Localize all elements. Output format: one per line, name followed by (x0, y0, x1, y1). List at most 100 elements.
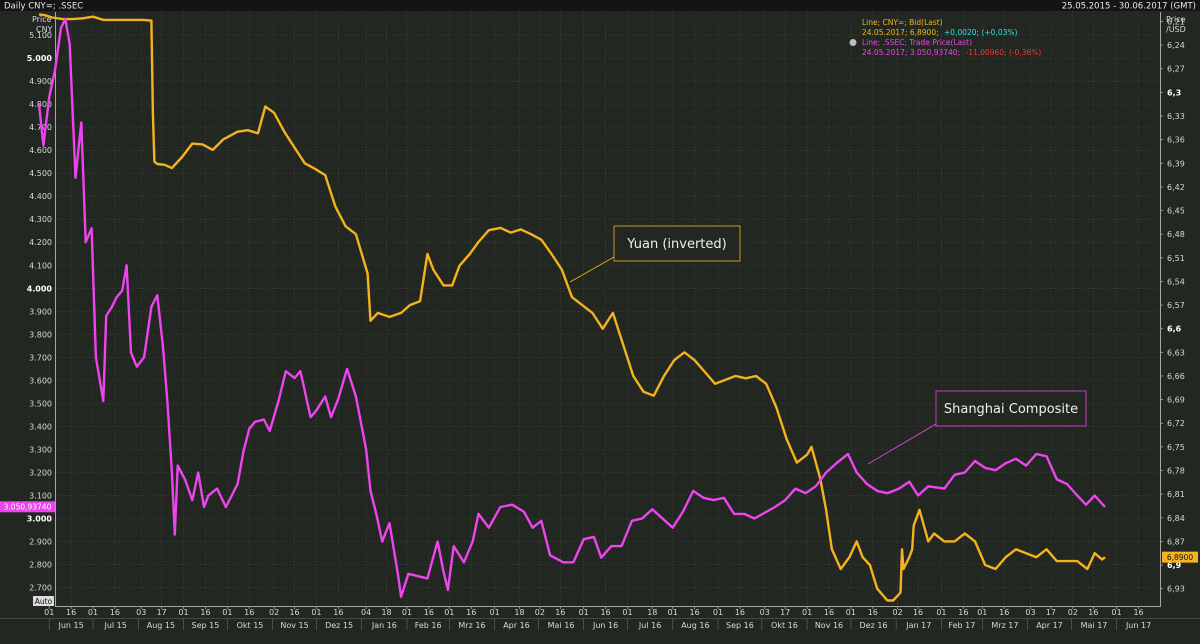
left-tick-label: 5.100 (29, 31, 52, 40)
left-tick-label: 4.400 (29, 192, 52, 201)
right-tick-label: 6,48 (1167, 230, 1185, 239)
month-label: Jul 15 (103, 621, 126, 630)
left-tick-label: 3.500 (29, 399, 52, 408)
legend-ssec-change: -11,00960; (-0,36%) (965, 48, 1041, 57)
left-tick-label: 3.300 (29, 445, 52, 454)
legend-cny-line2: 24.05.2017; 6,8900; +0,0020; (+0,03%) (862, 28, 1017, 37)
left-axis-label-price: Price (32, 15, 52, 24)
legend-ssec-line2: 24.05.2017; 3.050,93740; -11,00960; (-0,… (862, 48, 1041, 57)
month-label: Jan 16 (371, 621, 397, 630)
month-label: Feb 16 (415, 621, 442, 630)
x-tick-label: 02 (1068, 608, 1078, 617)
x-tick-label: 16 (824, 608, 834, 617)
grid (48, 12, 1160, 606)
month-label: Okt 16 (771, 621, 798, 630)
month-label: Apr 16 (503, 621, 530, 630)
month-label: Jun 16 (592, 621, 618, 630)
x-tick-label: 02 (535, 608, 545, 617)
month-label: Nov 15 (280, 621, 308, 630)
right-tick-label: 6,66 (1167, 372, 1185, 381)
month-label: Jun 15 (58, 621, 84, 630)
yuan-callout-box (613, 225, 741, 262)
month-label: Jul 16 (638, 621, 661, 630)
right-tick-label: 6,21 (1167, 17, 1185, 26)
right-last-value-box (1162, 551, 1198, 563)
x-tick-label: 01 (44, 608, 54, 617)
shanghai-callout-box (935, 390, 1087, 427)
x-tick-label: 01 (311, 608, 321, 617)
x-tick-label: 01 (402, 608, 412, 617)
x-tick-label: 01 (622, 608, 632, 617)
yuan-callout-label: Yuan (inverted) (626, 237, 726, 252)
series (37, 13, 1106, 602)
title-bar (0, 0, 1200, 11)
left-tick-label: 2.800 (29, 561, 52, 570)
x-tick-label: 01 (713, 608, 723, 617)
left-last-value-label: 3.050,93740 (4, 502, 52, 511)
right-tick-label: 6,33 (1167, 112, 1185, 121)
left-axis-label-cny: CNY (36, 25, 53, 34)
x-tick-label: 01 (668, 608, 678, 617)
left-tick-label: 3.400 (29, 422, 52, 431)
month-label: Dez 16 (860, 621, 888, 630)
x-tick-label: 02 (893, 608, 903, 617)
right-axis-ticks: 6,21 6,24 6,27 6,3 6,33 6,36 6,39 6,42 6,45 6,48 6… (1160, 17, 1185, 594)
chart-title: Daily CNY=; .SSEC (4, 2, 83, 12)
right-tick-label: 6,84 (1167, 514, 1185, 523)
x-tick-label: 16 (999, 608, 1009, 617)
x-tick-label: 17 (157, 608, 167, 617)
left-tick-label: 2.900 (29, 538, 52, 547)
x-tick-label: 03 (136, 608, 146, 617)
right-tick-label: 6,54 (1167, 277, 1185, 286)
month-label: Feb 17 (948, 621, 975, 630)
right-tick-label: 6,39 (1167, 159, 1185, 168)
left-tick-label: 4.000 (27, 284, 53, 293)
left-tick-label: 4.200 (29, 238, 52, 247)
month-label: Mrz 16 (458, 621, 485, 630)
legend-cny-line1: Line; CNY=; Bid(Last) (862, 18, 943, 27)
legend-cny-value: 24.05.2017; 6,8900; (862, 28, 939, 37)
right-last-value-label: 6,8900 (1167, 553, 1193, 562)
x-tick-label: 18 (381, 608, 391, 617)
legend-cny-change: +0,0020; (+0,03%) (944, 28, 1017, 37)
right-tick-label: 6,75 (1167, 443, 1185, 452)
x-tick-label: 16 (66, 608, 76, 617)
right-tick-label: 6,45 (1167, 207, 1185, 216)
left-tick-label: 4.900 (29, 77, 52, 86)
x-tick-label: 16 (466, 608, 476, 617)
x-tick-label: 01 (1112, 608, 1122, 617)
auto-button-box[interactable] (33, 596, 54, 606)
auto-scale-button[interactable]: Auto (33, 596, 54, 606)
legend-ssec-line1: Line; .SSEC; Trade Price(Last) (862, 38, 972, 47)
x-tick-label: 18 (647, 608, 657, 617)
auto-button-label[interactable]: Auto (35, 597, 53, 606)
legend-link-icon (849, 39, 857, 46)
shanghai-callout-line (867, 423, 937, 465)
x-tick-label: 16 (735, 608, 745, 617)
x-tick-label: 01 (977, 608, 987, 617)
x-tick-label: 01 (88, 608, 98, 617)
right-tick-label: 6,81 (1167, 490, 1185, 499)
right-tick-label: 6,57 (1167, 301, 1185, 310)
x-tick-label: 17 (1046, 608, 1056, 617)
month-label: Mai 16 (548, 621, 575, 630)
right-tick-label: 6,78 (1167, 466, 1185, 475)
x-tick-label: 16 (333, 608, 343, 617)
x-tick-label: 16 (868, 608, 878, 617)
right-axis-label-price: Price (1166, 15, 1186, 24)
month-label: Mai 17 (1081, 621, 1108, 630)
right-tick-label: 6,69 (1167, 396, 1185, 405)
left-tick-label: 3.600 (29, 376, 52, 385)
left-tick-label: 4.300 (29, 215, 52, 224)
x-tick-label: 03 (760, 608, 770, 617)
left-tick-label: 4.100 (29, 261, 52, 270)
left-tick-label: 3.800 (29, 330, 52, 339)
x-tick-label: 16 (555, 608, 565, 617)
legend-ssec-value: 24.05.2017; 3.050,93740; (862, 48, 960, 57)
yuan-callout-line (569, 256, 615, 283)
x-tick-label: 04 (361, 608, 371, 617)
right-tick-label: 6,6 (1167, 325, 1182, 334)
right-tick-label: 6,51 (1167, 254, 1185, 263)
